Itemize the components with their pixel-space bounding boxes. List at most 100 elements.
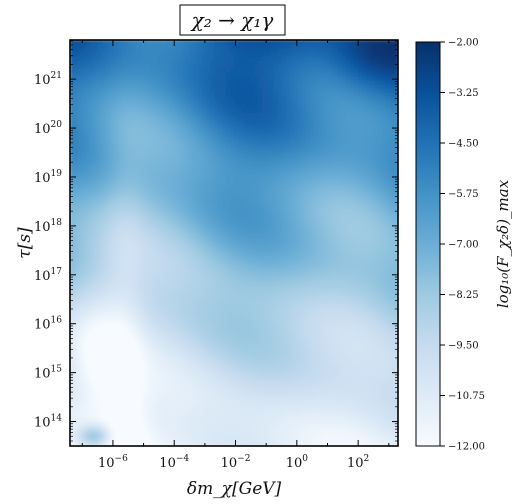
heatmap-cell [110,417,115,423]
heatmap-cell [130,88,135,93]
heatmap-cell [126,441,131,446]
heatmap-cell [170,341,175,347]
heatmap-cell [238,164,243,170]
heatmap-cell [130,265,135,270]
heatmap-cell [194,401,199,407]
heatmap-cell [226,273,231,278]
heatmap-cell [86,108,91,113]
heatmap-cell [94,269,99,274]
heatmap-cell [190,52,195,57]
heatmap-cell [182,381,187,387]
heatmap-cell [134,68,139,73]
heatmap-cell [130,429,135,435]
heatmap-cell [106,240,111,246]
heatmap-cell [142,305,147,310]
heatmap-cell [202,76,207,81]
heatmap-cell [78,333,83,339]
heatmap-cell [78,345,83,351]
heatmap-cell [102,88,107,93]
heatmap-cell [194,337,199,343]
heatmap-cell [162,184,167,190]
heatmap-cell [218,293,223,298]
heatmap-cell [106,425,111,431]
heatmap-cell [162,297,167,302]
heatmap-cell [174,357,179,363]
heatmap-cell [158,156,163,162]
heatmap-cell [178,341,183,347]
heatmap-cell [70,269,75,274]
heatmap-cell [190,180,195,186]
heatmap-cell [166,381,171,387]
heatmap-cell [214,228,219,234]
heatmap-cell [126,180,131,186]
heatmap-cell [94,357,99,363]
heatmap-cell [182,345,187,351]
heatmap-cell [98,192,103,198]
heatmap-cell [170,429,175,435]
heatmap-cell [126,249,131,254]
heatmap-cell [182,257,187,262]
heatmap-cell [110,52,115,57]
heatmap-cell [150,397,155,403]
heatmap-cell [118,164,123,170]
heatmap-cell [170,397,175,403]
heatmap-cell [198,277,203,282]
heatmap-cell [206,405,211,411]
heatmap-cell [214,285,219,290]
heatmap-cell [138,172,143,178]
heatmap-cell [118,196,123,202]
heatmap-cell [78,104,83,109]
heatmap-cell [194,361,199,367]
heatmap-cell [142,349,147,355]
heatmap-cell [222,345,227,351]
heatmap-cell [174,192,179,198]
heatmap-cell [210,240,215,246]
heatmap-cell [130,345,135,351]
heatmap-cell [70,333,75,339]
heatmap-cell [102,112,107,117]
heatmap-cell [238,389,243,395]
heatmap-cell [134,224,139,230]
heatmap-cell [118,56,123,61]
heatmap-cell [154,192,159,198]
heatmap-cell [130,285,135,290]
heatmap-cell [210,172,215,178]
heatmap-cell [74,164,79,170]
heatmap-cell [190,44,195,49]
heatmap-cell [202,285,207,290]
heatmap-cell [86,60,91,65]
heatmap-cell [218,249,223,254]
heatmap-cell [98,289,103,294]
heatmap-cell [190,228,195,234]
heatmap-cell [126,68,131,73]
heatmap-cell [218,345,223,351]
heatmap-cell [146,152,151,158]
heatmap-cell [202,373,207,379]
heatmap-cell [122,232,127,238]
heatmap-cell [190,72,195,77]
heatmap-cell [254,92,259,97]
heatmap-cell [134,84,139,89]
heatmap-cell [142,401,147,407]
heatmap-cell [154,329,159,335]
heatmap-cell [198,333,203,339]
heatmap-cell [86,377,91,383]
heatmap-cell [242,92,247,97]
heatmap-cell [86,393,91,399]
heatmap-cell [150,377,155,383]
heatmap-cell [118,112,123,117]
heatmap-cell [142,112,147,117]
heatmap-cell [210,160,215,166]
heatmap-cell [130,176,135,182]
heatmap-cell [110,136,115,142]
heatmap-cell [142,96,147,101]
heatmap-cell [74,385,79,391]
heatmap-cell [102,301,107,306]
heatmap-cell [226,80,231,85]
heatmap-cell [114,377,119,383]
heatmap-cell [150,200,155,206]
heatmap-cell [170,128,175,134]
heatmap-cell [194,293,199,298]
heatmap-cell [94,236,99,242]
heatmap-cell [202,224,207,230]
